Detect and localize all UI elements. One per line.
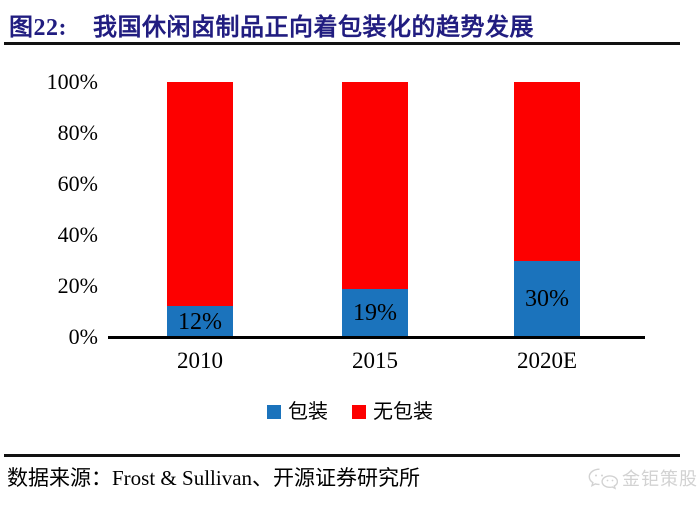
bar-segment-unpackaged	[342, 82, 408, 289]
data-source-note: 数据来源：Frost & Sullivan、开源证券研究所	[7, 466, 421, 490]
y-axis-tick-label: 100%	[46, 69, 98, 94]
bar-group-2020E: 30%	[514, 82, 580, 337]
legend-item: 包装	[267, 401, 328, 423]
legend-swatch	[352, 405, 366, 419]
bar-value-label: 12%	[178, 308, 222, 335]
y-axis-tick-label: 0%	[68, 324, 98, 349]
brand-watermark: 金钜策股	[588, 468, 698, 490]
x-axis-line	[108, 336, 645, 339]
bar-segment-packaged	[514, 260, 580, 337]
bar-segment-packaged	[167, 306, 233, 337]
stacked-bar-chart: 0% 20% 40% 60% 80% 100% 12% 2010 19% 2015 30% 2020E	[46, 69, 645, 373]
bar-segment-unpackaged	[167, 82, 233, 307]
title-divider	[4, 42, 680, 45]
x-axis-label: 2020E	[516, 348, 578, 373]
figure-title: 图22: 我国休闲卤制品正向着包装化的趋势发展	[9, 7, 534, 42]
figure-title-text: 我国休闲卤制品正向着包装化的趋势发展	[93, 15, 534, 41]
x-axis-label: 2015	[352, 348, 398, 373]
figure-number: 图22:	[9, 15, 67, 41]
chart-legend: 包装 无包装	[0, 401, 700, 423]
legend-item: 无包装	[352, 401, 433, 423]
bar-value-label: 19%	[353, 299, 397, 326]
bar-group-2010: 12%	[167, 82, 233, 337]
legend-swatch	[267, 405, 281, 419]
legend-label: 包装	[288, 401, 328, 423]
bar-segment-packaged	[342, 288, 408, 337]
y-axis-tick-label: 40%	[57, 222, 98, 247]
y-axis-tick-label: 20%	[57, 273, 98, 298]
legend-label: 无包装	[373, 401, 433, 423]
y-axis-tick-label: 60%	[57, 171, 98, 196]
footer-divider	[4, 454, 680, 457]
wechat-icon	[588, 468, 618, 490]
x-axis-label: 2010	[177, 348, 223, 373]
bar-value-label: 30%	[525, 285, 569, 312]
bar-segment-unpackaged	[514, 82, 580, 261]
watermark-text: 金钜策股	[622, 469, 698, 489]
y-axis-tick-label: 80%	[57, 120, 98, 145]
bar-group-2015: 19%	[342, 82, 408, 337]
